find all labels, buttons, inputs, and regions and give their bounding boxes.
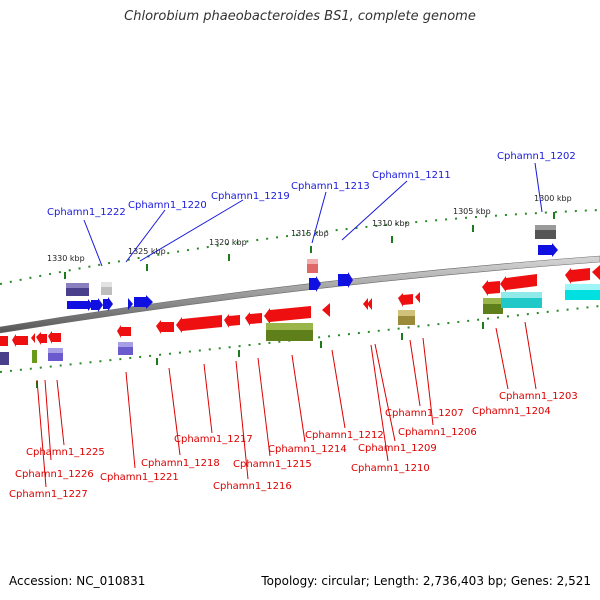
kbp-label-1300: 1300 kbp [534,194,572,203]
gene-label-1222: Cphamn1_1222 [47,207,126,218]
kbp-label-1330: 1330 kbp [47,254,85,263]
gene-label-1218: Cphamn1_1218 [141,458,220,469]
gene-label-1212: Cphamn1_1212 [305,430,384,441]
reverse-genes [0,265,600,347]
upper-feature-boxes [66,225,556,296]
kbp-label-1325: 1325 kbp [128,247,166,256]
kbp-label-1315: 1315 kbp [291,229,329,238]
kbp-label-1305: 1305 kbp [453,207,491,216]
gene-label-1221: Cphamn1_1221 [100,472,179,483]
gene-label-1207: Cphamn1_1207 [385,408,464,419]
gene-label-1206: Cphamn1_1206 [398,427,477,438]
gene-label-1202: Cphamn1_1202 [497,151,576,162]
gene-label-1209: Cphamn1_1209 [358,443,437,454]
gene-label-1204: Cphamn1_1204 [472,406,551,417]
gene-label-1227: Cphamn1_1227 [9,489,88,500]
gene-label-1216: Cphamn1_1216 [213,481,292,492]
kbp-label-1310: 1310 kbp [372,219,410,228]
genome-summary-text: Topology: circular; Length: 2,736,403 bp… [261,574,591,588]
bottom-gene-labels: Cphamn1_1225 Cphamn1_1226 Cphamn1_1227 C… [9,391,578,500]
gene-label-1203: Cphamn1_1203 [499,391,578,402]
lower-feature-boxes [0,284,600,365]
genome-title: Chlorobium phaeobacteroides BS1, complet… [124,9,476,24]
gene-label-1214: Cphamn1_1214 [268,444,347,455]
major-ticks [36,212,555,388]
gene-label-1217: Cphamn1_1217 [174,434,253,445]
gene-label-1219: Cphamn1_1219 [211,191,290,202]
top-leader-lines [83,162,543,267]
gene-label-1215: Cphamn1_1215 [233,459,312,470]
outer-scale-arc [0,209,600,285]
gene-label-1220: Cphamn1_1220 [128,200,207,211]
bottom-leader-lines [36,321,537,488]
accession-text: Accession: NC_010831 [9,574,146,588]
gene-label-1225: Cphamn1_1225 [26,447,105,458]
gene-label-1211: Cphamn1_1211 [372,170,451,181]
top-gene-labels: Cphamn1_1222 Cphamn1_1220 Cphamn1_1219 C… [47,151,576,218]
gene-label-1210: Cphamn1_1210 [351,463,430,474]
kbp-label-1320: 1320 kbp [209,238,247,247]
gene-label-1213: Cphamn1_1213 [291,181,370,192]
forward-genes [67,243,558,312]
genome-backbone [0,255,600,334]
gene-label-1226: Cphamn1_1226 [15,469,94,480]
